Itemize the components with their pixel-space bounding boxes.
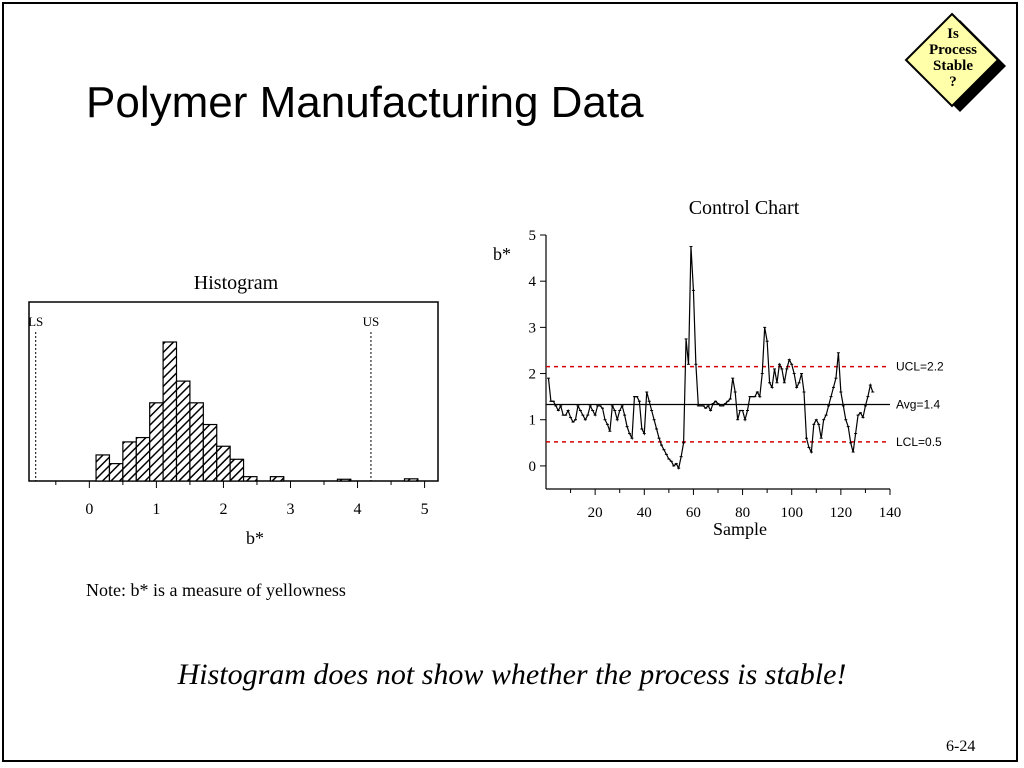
badge-line-4: ?	[949, 74, 957, 90]
histogram-tick-label: 3	[286, 501, 294, 518]
histogram-bar	[229, 458, 245, 482]
control-chart-ytick-label: 5	[529, 228, 537, 244]
badge-text: Is Process Stable ?	[918, 26, 988, 90]
control-chart-xlabel: Sample	[713, 519, 767, 539]
histogram-tick-label: 2	[219, 501, 227, 518]
page-number: 6-24	[946, 738, 976, 755]
control-chart-title: Control Chart	[689, 197, 800, 219]
control-chart-ylabel: b*	[493, 244, 511, 264]
control-chart-ytick-label: 0	[529, 459, 537, 475]
tagline: Histogram does not show whether the proc…	[177, 658, 847, 691]
diamond-badge-icon	[904, 12, 1006, 112]
histogram-bar	[403, 478, 419, 482]
histogram-tick-label: 1	[152, 501, 160, 518]
reference-line-label: UCL=2.2	[896, 360, 944, 374]
control-chart-xtick-label: 40	[637, 505, 652, 521]
control-chart-xtick-label: 100	[780, 505, 803, 521]
badge-line-2: Process	[928, 42, 978, 58]
control-chart-ytick-label: 1	[529, 413, 537, 429]
footnote: Note: b* is a measure of yellowness	[86, 580, 346, 600]
histogram-bar	[135, 436, 151, 482]
control-chart: Control Chart b* 0 1 2 3 4 5 20 40 60 80 100 120 140…	[493, 197, 944, 539]
histogram-bar	[95, 454, 111, 482]
histogram-bar	[336, 478, 352, 482]
histogram-bar	[269, 476, 285, 482]
control-chart-xtick-label: 140	[879, 505, 902, 521]
reference-line-label: LCL=0.5	[896, 435, 942, 449]
reference-line-label: Avg=1.4	[896, 397, 940, 411]
badge-line-1: Is	[947, 26, 959, 42]
slide-title: Polymer Manufacturing Data	[86, 78, 644, 127]
spec-limit-label: LS	[28, 314, 43, 329]
histogram-bar	[189, 402, 204, 482]
histogram-bar	[202, 423, 218, 482]
control-chart-xtick-label: 80	[735, 505, 750, 521]
histogram-bar	[149, 402, 164, 482]
badge-line-3: Stable	[932, 58, 973, 74]
histogram-chart: Histogram LS US 0 1 2 3 4 5 b*	[28, 272, 439, 548]
histogram-title: Histogram	[194, 272, 279, 294]
histogram-bar	[175, 380, 191, 482]
histogram-bar	[122, 441, 137, 482]
histogram-tick-label: 5	[421, 501, 429, 518]
histogram-tick-label: 0	[85, 501, 93, 518]
control-chart-ytick-label: 2	[529, 367, 537, 383]
control-chart-ytick-label: 4	[529, 274, 537, 290]
spec-limit-label: US	[363, 314, 380, 329]
histogram-tick-label: 4	[354, 501, 362, 518]
histogram-bar	[108, 463, 124, 482]
control-chart-series-line	[547, 246, 874, 470]
histogram-xlabel: b*	[246, 528, 264, 548]
control-chart-xtick-label: 60	[686, 505, 701, 521]
histogram-bar	[242, 476, 258, 482]
control-chart-xtick-label: 120	[830, 505, 853, 521]
control-chart-ytick-label: 3	[529, 320, 537, 336]
control-chart-xtick-label: 20	[588, 505, 603, 521]
histogram-bar	[216, 445, 231, 482]
histogram-bar	[162, 341, 178, 482]
